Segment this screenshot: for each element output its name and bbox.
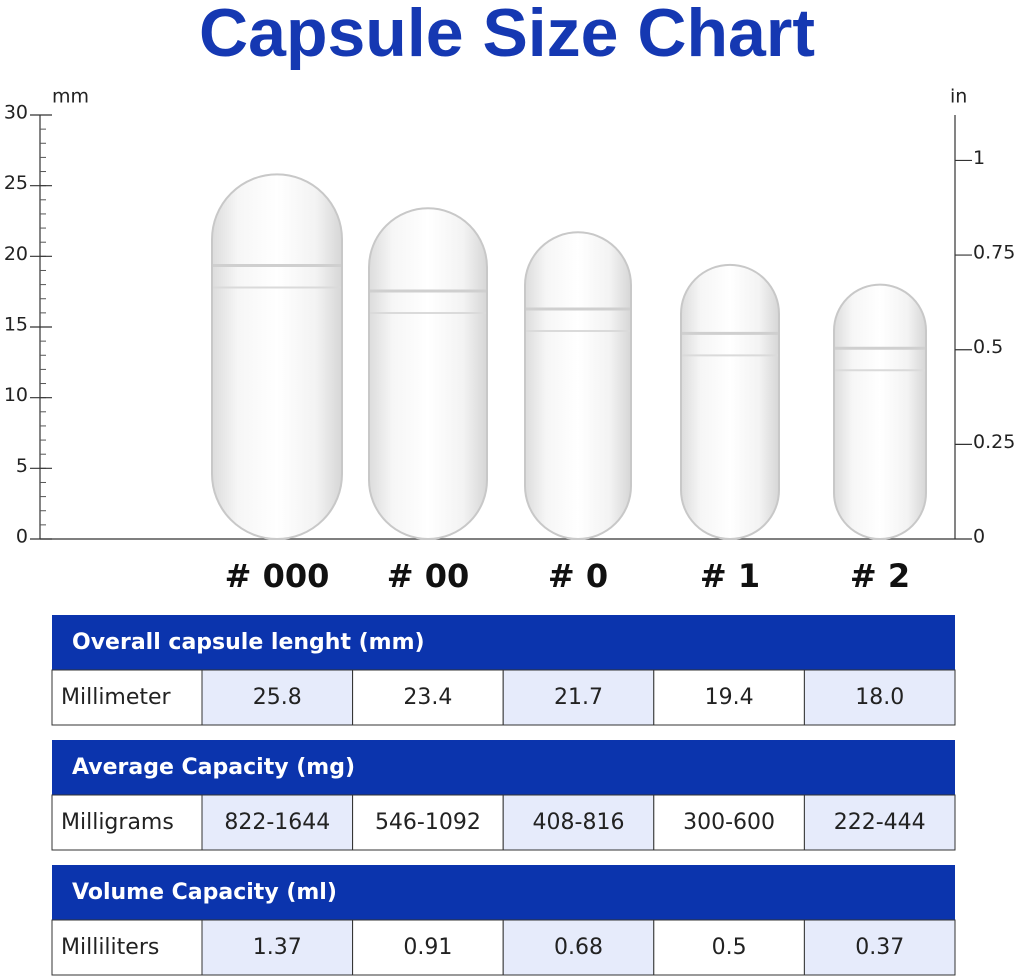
capsule-label: # 0: [548, 557, 608, 595]
table-header: [52, 865, 955, 920]
table-heading: Volume Capacity (ml): [72, 880, 337, 905]
right-tick-label: 0.25: [973, 431, 1015, 453]
table-cell: [201, 669, 354, 726]
capsule: [368, 207, 488, 540]
table-header: [52, 740, 955, 795]
capsule-label: # 1: [700, 557, 760, 595]
capsule: [833, 283, 927, 540]
table-heading: Overall capsule lenght (mm): [72, 630, 425, 655]
cell-value: 0.5: [712, 935, 747, 960]
table-cell: [201, 794, 354, 851]
right-tick-label: 0.75: [973, 242, 1015, 264]
table-cell: [803, 919, 956, 976]
table-cell: [502, 669, 655, 726]
table-header: [52, 615, 955, 670]
cell-value: 0.37: [855, 935, 904, 960]
cell-value: 408-816: [533, 810, 625, 835]
capsule-label: # 00: [387, 557, 469, 595]
cell-value: 1.37: [253, 935, 302, 960]
cell-value: 0.91: [403, 935, 452, 960]
table-cell: [201, 919, 354, 976]
row-label-cell: [51, 794, 203, 851]
right-tick-label: 1: [973, 147, 985, 169]
right-tick-label: 0.5: [973, 336, 1003, 358]
left-tick-label: 10: [4, 384, 28, 406]
row-label-cell: [51, 669, 203, 726]
cell-value: 300-600: [683, 810, 775, 835]
capsule: [680, 263, 780, 540]
left-tick-label: 20: [4, 243, 28, 265]
capsule: [211, 173, 343, 541]
left-unit: mm: [52, 86, 89, 108]
cell-value: 21.7: [554, 685, 603, 710]
left-tick-label: 25: [4, 172, 28, 194]
right-unit: in: [950, 86, 967, 108]
table-cell: [653, 794, 805, 851]
title: Capsule Size Chart: [199, 0, 815, 71]
cell-value: 546-1092: [375, 810, 481, 835]
left-tick-label: 30: [4, 102, 28, 124]
left-tick-label: 15: [4, 314, 28, 336]
table-cell: [352, 669, 504, 726]
cell-value: 19.4: [705, 685, 754, 710]
cell-value: 23.4: [403, 685, 452, 710]
row-label: Milligrams: [61, 810, 174, 835]
right-tick-label: 0: [973, 526, 985, 548]
cell-value: 822-1644: [224, 810, 330, 835]
cell-value: 0.68: [554, 935, 603, 960]
capsule: [524, 231, 632, 540]
cell-value: 25.8: [253, 685, 302, 710]
table-cell: [502, 919, 655, 976]
row-label: Milliliters: [61, 935, 159, 960]
cell-value: 222-444: [834, 810, 926, 835]
table-cell: [803, 794, 956, 851]
table-cell: [653, 669, 805, 726]
capsule-label: # 000: [225, 557, 330, 595]
left-tick-label: 5: [16, 455, 28, 477]
row-label-cell: [51, 919, 203, 976]
cell-value: 18.0: [855, 685, 904, 710]
row-label: Millimeter: [61, 685, 172, 710]
left-tick-label: 0: [16, 526, 28, 548]
table-heading: Average Capacity (mg): [72, 755, 355, 780]
capsule-label: # 2: [850, 557, 910, 595]
table-cell: [803, 669, 956, 726]
table-cell: [352, 794, 504, 851]
